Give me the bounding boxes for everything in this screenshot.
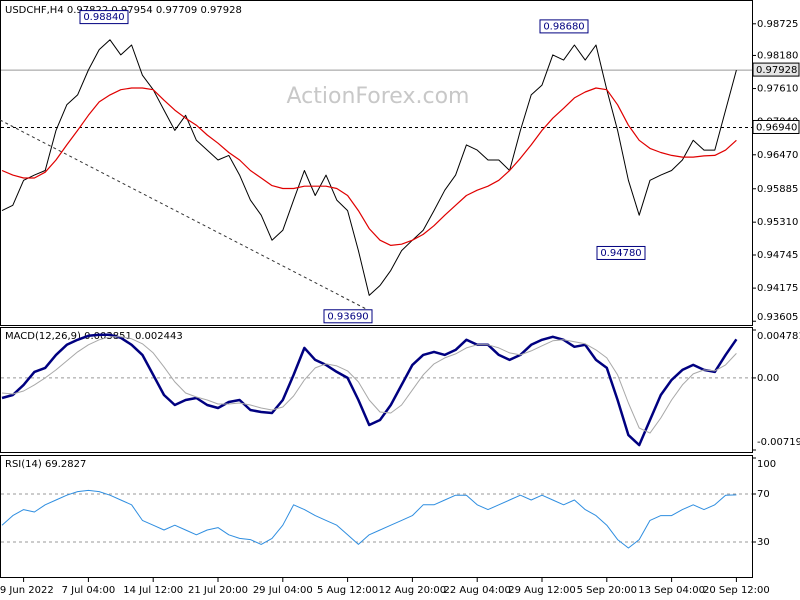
y-tick-label: 0.94175 [757,283,798,294]
y-tick-label: 70 [757,489,770,500]
annotation-box [539,19,589,34]
x-tick-label: 14 Jul 12:00 [123,585,183,596]
series-line [1,489,737,549]
x-tick-label: 5 Aug 12:00 [317,585,378,596]
rsi-title: RSI(14) 69.2827 [5,459,86,470]
y-tick-label: 0.98725 [757,19,798,30]
watermark: ActionForex.com [287,84,470,109]
y-tick-label: 0.98180 [757,50,798,61]
x-tick-label: 29 Jul 04:00 [253,585,313,596]
y-tick-label: 0.004781 [757,331,800,342]
y-tick-label: 0.96470 [757,150,798,161]
x-tick-label: 21 Jul 20:00 [188,585,248,596]
y-tick-label: 0.93605 [757,312,798,323]
series-line [1,39,737,296]
price-label: 0.96940 [756,122,797,133]
price-label: 0.97928 [756,65,797,76]
y-tick-label: 0.95310 [757,217,798,228]
macd-panel [0,327,753,453]
y-tick-label: 100 [757,459,776,470]
annotation-label: 0.98840 [83,12,124,23]
x-tick-label: 5 Sep 20:00 [577,585,637,596]
price-label-box [752,119,800,134]
trend-line [0,119,373,313]
series-line [1,336,737,434]
rsi-panel [0,455,753,578]
y-tick-label: 0.00 [757,373,779,384]
y-tick-label: 0.95885 [757,184,798,195]
x-tick-label: 20 Sep 12:00 [703,585,770,596]
x-tick-label: 29 Aug 12:00 [508,585,575,596]
annotation-box [79,10,129,25]
price-label-box [752,62,800,77]
x-tick-label: 7 Jul 04:00 [62,585,116,596]
annotation-label: 0.94780 [600,248,641,259]
annotation-label: 0.98680 [543,21,584,32]
price-panel [0,0,753,326]
x-tick-label: 13 Sep 04:00 [638,585,705,596]
y-tick-label: 30 [757,537,770,548]
annotation-label: 0.93690 [327,311,368,322]
y-tick-label: 0.94745 [757,250,798,261]
y-tick-label: 0.97610 [757,84,798,95]
x-tick-label: 12 Aug 20:00 [379,585,446,596]
x-tick-label: 22 Aug 04:00 [443,585,510,596]
x-tick-label: 29 Jun 2022 [0,585,54,596]
annotation-box [596,245,646,260]
annotation-box [323,309,373,324]
series-line [1,87,737,246]
series-line [1,333,738,447]
